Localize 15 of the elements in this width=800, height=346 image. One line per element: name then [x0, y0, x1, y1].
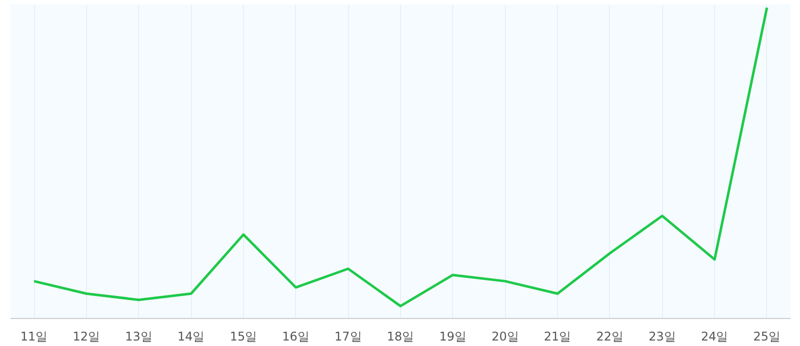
x-tick-label: 15일	[230, 330, 258, 344]
x-tick-label: 21일	[544, 330, 572, 344]
x-tick-label: 22일	[596, 330, 624, 344]
x-tick-label: 14일	[177, 330, 205, 344]
x-tick-label: 19일	[439, 330, 466, 344]
x-tick-label: 25일	[753, 330, 781, 344]
x-tick-label: 24일	[700, 330, 728, 344]
x-tick-label: 23일	[648, 330, 676, 344]
x-tick-label: 18일	[386, 330, 414, 344]
x-tick-label: 17일	[334, 330, 362, 344]
x-tick-label: 16일	[282, 330, 310, 344]
x-tick-label: 13일	[125, 330, 152, 344]
x-tick-label: 20일	[492, 330, 519, 344]
x-tick-label: 11일	[20, 330, 48, 344]
x-tick-label: 12일	[72, 330, 100, 344]
